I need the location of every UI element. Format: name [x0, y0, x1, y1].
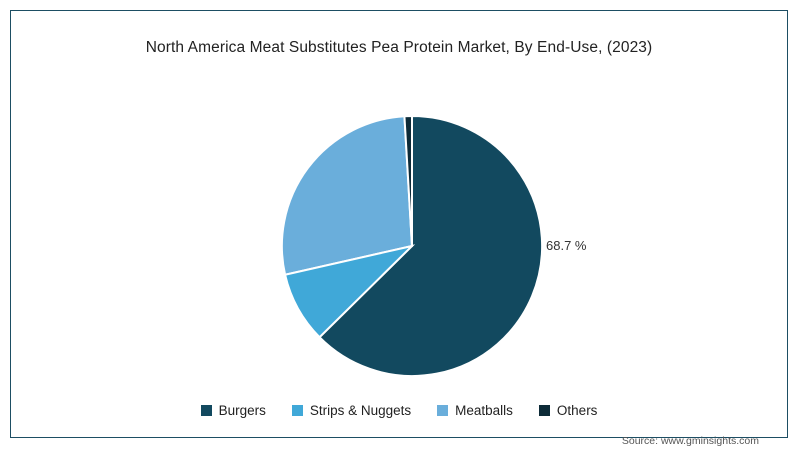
pie-slice-others[interactable]: [403, 114, 413, 247]
legend-swatch-icon: [437, 405, 449, 416]
chart-title: North America Meat Substitutes Pea Prote…: [145, 39, 653, 56]
legend-item-meatballs[interactable]: Meatballs: [437, 403, 513, 418]
legend-item-others[interactable]: Others: [538, 403, 598, 418]
legend-label: Burgers: [218, 403, 266, 418]
chart-frame: North America Meat Substitutes Pea Prote…: [10, 10, 788, 447]
legend-swatch-icon: [200, 405, 212, 416]
pie-slice-meatballs[interactable]: [280, 115, 414, 276]
legend-swatch-icon: [538, 405, 550, 416]
pie-slice-burgers[interactable]: [318, 114, 544, 377]
legend-swatch-icon: [291, 405, 303, 416]
source-text: Source: www.gminsights.com: [621, 435, 759, 447]
pie-chart: [280, 114, 544, 378]
legend-label: Meatballs: [455, 403, 513, 418]
pie-slice-strips-nuggets[interactable]: [283, 244, 416, 339]
legend-item-burgers[interactable]: Burgers: [200, 403, 266, 418]
legend-item-strips-nuggets[interactable]: Strips & Nuggets: [291, 403, 412, 418]
chart-area: 68.7 % Burgers Strips & Nuggets Meatball…: [11, 11, 787, 447]
legend-label: Others: [556, 403, 598, 418]
legend-label: Strips & Nuggets: [309, 403, 412, 418]
pie-value-label: 68.7 %: [546, 238, 587, 253]
chart-legend: Burgers Strips & Nuggets Meatballs Other…: [11, 403, 787, 418]
pie-svg: [280, 114, 544, 377]
